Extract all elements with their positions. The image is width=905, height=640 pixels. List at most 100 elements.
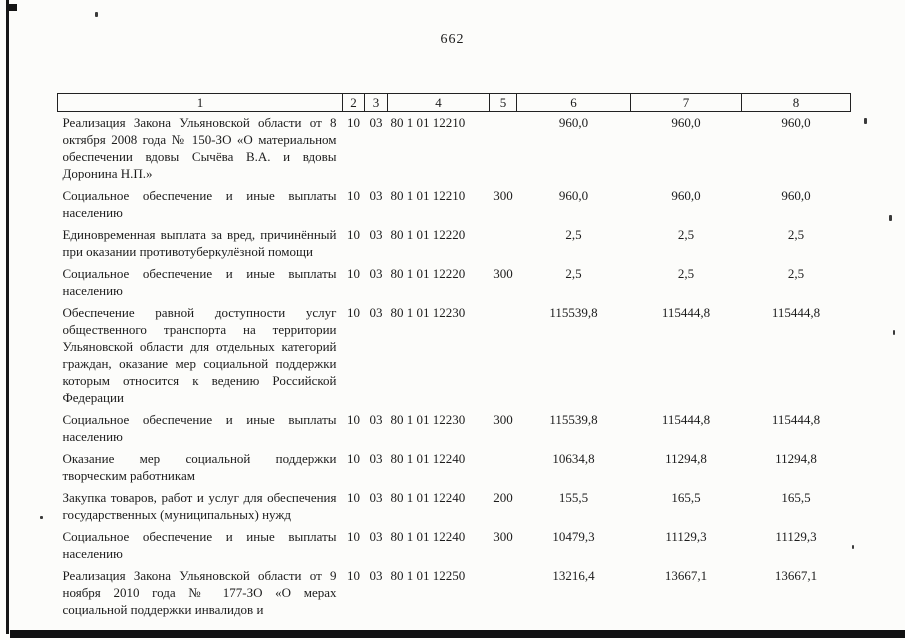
target-article-code: 80 1 01 12240 [390, 490, 466, 505]
amount-year-3: 11294,8 [775, 451, 817, 466]
amount-year-2: 115444,8 [661, 412, 711, 427]
section-code: 10 [347, 412, 360, 427]
section-code: 10 [347, 305, 360, 320]
subsection-code: 03 [369, 529, 383, 544]
column-header-6: 6 [516, 93, 631, 112]
amount-year-3: 960,0 [781, 115, 811, 130]
section-code: 10 [347, 115, 360, 130]
subsection-code: 03 [369, 188, 383, 203]
expense-type-code [490, 302, 517, 409]
target-article-code: 80 1 01 12210 [390, 188, 466, 203]
amount-year-3: 115444,8 [771, 305, 821, 320]
amount-year-2: 960,0 [671, 188, 701, 203]
column-header-3: 3 [364, 93, 388, 112]
amount-year-3: 11129,3 [775, 529, 817, 544]
expense-type-code: 200 [493, 490, 513, 505]
section-code: 10 [347, 266, 360, 281]
amount-year-2: 11294,8 [665, 451, 707, 466]
subsection-code: 03 [369, 451, 383, 466]
scan-corner-mark [9, 4, 17, 11]
amount-year-1: 13216,4 [552, 568, 595, 583]
table-row: Обеспечение равной доступности услуг общ… [58, 302, 851, 409]
page-number: 662 [440, 32, 465, 47]
expense-type-code: 300 [493, 412, 513, 427]
table-row: Социальное обеспечение и иные выплаты на… [58, 185, 851, 224]
table-row: Закупка товаров, работ и услуг для обесп… [58, 487, 851, 526]
target-article-code: 80 1 01 12220 [390, 227, 466, 242]
table-row: Оказание мер социальной поддержки творче… [58, 448, 851, 487]
amount-year-1: 2,5 [565, 227, 582, 242]
subsection-code: 03 [369, 266, 383, 281]
column-header-8: 8 [741, 93, 851, 112]
scan-speck [864, 118, 867, 124]
amount-year-3: 115444,8 [771, 412, 821, 427]
expense-name: Социальное обеспечение и иные выплаты на… [62, 529, 337, 561]
target-article-code: 80 1 01 12230 [390, 412, 466, 427]
table-row: Реализация Закона Ульяновской области от… [58, 565, 851, 621]
amount-year-2: 13667,1 [664, 568, 708, 583]
expense-type-code [490, 448, 517, 487]
amount-year-3: 165,5 [781, 490, 811, 505]
scan-edge-bottom [10, 630, 905, 638]
target-article-code: 80 1 01 12240 [390, 451, 466, 466]
section-code: 10 [347, 451, 360, 466]
amount-year-2: 960,0 [671, 115, 701, 130]
column-header-1: 1 [57, 93, 343, 112]
expense-name: Реализация Закона Ульяновской области от… [62, 115, 337, 181]
amount-year-1: 960,0 [558, 188, 589, 203]
expense-name: Закупка товаров, работ и услуг для обесп… [62, 490, 337, 522]
subsection-code: 03 [369, 305, 383, 320]
scan-speck [893, 330, 895, 335]
amount-year-3: 2,5 [787, 227, 805, 242]
table-row: Единовременная выплата за вред, причинён… [58, 224, 851, 263]
amount-year-1: 10634,8 [552, 451, 595, 466]
expense-name: Реализация Закона Ульяновской области от… [62, 568, 337, 617]
scan-speck [95, 12, 98, 17]
expense-type-code: 300 [493, 529, 513, 544]
subsection-code: 03 [369, 227, 383, 242]
column-header-2: 2 [342, 93, 365, 112]
column-header-4: 4 [387, 93, 490, 112]
scan-speck [40, 516, 43, 519]
amount-year-2: 11129,3 [665, 529, 707, 544]
subsection-code: 03 [369, 115, 383, 130]
amount-year-3: 2,5 [787, 266, 805, 281]
section-code: 10 [347, 568, 360, 583]
amount-year-1: 10479,3 [552, 529, 595, 544]
scan-edge-left [6, 0, 9, 634]
expense-type-code [490, 112, 517, 186]
amount-year-2: 2,5 [677, 227, 695, 242]
amount-year-1: 2,5 [565, 266, 582, 281]
expense-type-code: 300 [493, 266, 513, 281]
table-body: Реализация Закона Ульяновской области от… [58, 112, 851, 622]
target-article-code: 80 1 01 12210 [390, 115, 466, 130]
subsection-code: 03 [369, 568, 383, 583]
expense-name: Обеспечение равной доступности услуг общ… [62, 305, 337, 405]
expense-type-code [490, 224, 517, 263]
section-code: 10 [347, 227, 360, 242]
subsection-code: 03 [369, 490, 383, 505]
expense-name: Социальное обеспечение и иные выплаты на… [62, 266, 337, 298]
scan-speck [889, 215, 892, 221]
table-row: Социальное обеспечение и иные выплаты на… [58, 526, 851, 565]
amount-year-1: 115539,8 [549, 305, 598, 320]
table-row: Социальное обеспечение и иные выплаты на… [58, 409, 851, 448]
amount-year-2: 165,5 [671, 490, 701, 505]
section-code: 10 [347, 490, 360, 505]
amount-year-1: 960,0 [558, 115, 589, 130]
table-row: Социальное обеспечение и иные выплаты на… [58, 263, 851, 302]
subsection-code: 03 [369, 412, 383, 427]
expense-name: Социальное обеспечение и иные выплаты на… [62, 188, 337, 220]
target-article-code: 80 1 01 12250 [390, 568, 466, 583]
expense-type-code: 300 [493, 188, 513, 203]
column-header-5: 5 [489, 93, 517, 112]
amount-year-1: 115539,8 [549, 412, 598, 427]
amount-year-3: 13667,1 [774, 568, 818, 583]
expense-type-code [490, 565, 517, 621]
amount-year-2: 115444,8 [661, 305, 711, 320]
expense-name: Оказание мер социальной поддержки творче… [62, 451, 337, 483]
amount-year-1: 155,5 [558, 490, 589, 505]
